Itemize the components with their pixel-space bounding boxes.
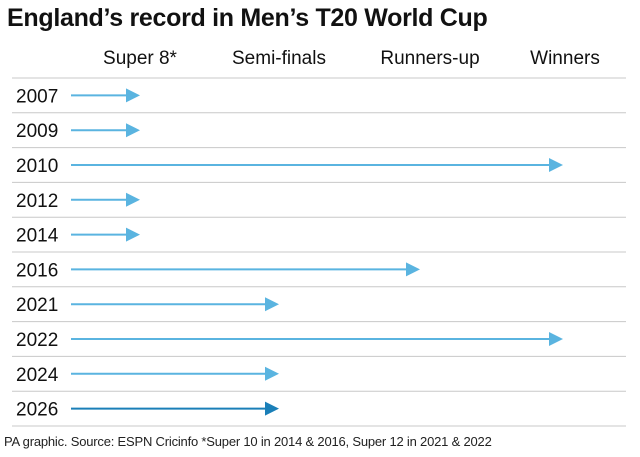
progress-arrow [71, 192, 140, 207]
year-label: 2016 [16, 260, 58, 281]
year-label: 2026 [16, 400, 58, 421]
stage-label: Runners-up [380, 48, 479, 69]
progress-arrow [71, 401, 279, 416]
progress-arrow [71, 158, 563, 172]
progress-arrow [71, 88, 140, 103]
year-label: 2014 [16, 226, 59, 247]
progress-arrow [71, 297, 279, 312]
stage-label: Semi-finals [232, 48, 326, 69]
progress-arrow [71, 227, 140, 242]
progress-arrow [71, 366, 279, 381]
year-label: 2012 [16, 191, 58, 212]
year-label: 2009 [16, 121, 58, 142]
year-label: 2024 [16, 365, 59, 386]
year-label: 2022 [16, 330, 58, 351]
chart-title: England’s record in Men’s T20 World Cup [7, 4, 488, 32]
year-label: 2021 [16, 295, 58, 316]
progress-arrow [71, 123, 140, 138]
source-footnote: PA graphic. Source: ESPN Cricinfo *Super… [4, 434, 492, 449]
stage-label: Super 8* [103, 48, 178, 69]
stage-label: Winners [530, 48, 600, 69]
year-label: 2007 [16, 86, 58, 107]
progress-arrow [71, 332, 563, 346]
year-label: 2010 [16, 156, 58, 177]
progress-arrow [71, 262, 420, 277]
